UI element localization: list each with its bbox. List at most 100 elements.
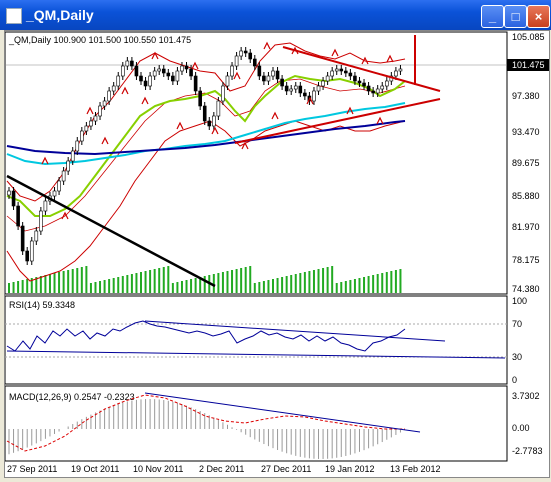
- y-tick-3: 97.380: [512, 91, 540, 101]
- volume-bar: [167, 266, 170, 293]
- volume-bar: [194, 278, 197, 293]
- volume-bar: [367, 276, 370, 293]
- volume-bar: [140, 272, 142, 293]
- candle-body: [184, 65, 189, 70]
- volume-bar: [385, 272, 388, 293]
- volume-bar: [226, 271, 229, 293]
- candle-body: [7, 190, 11, 196]
- volume-bar: [103, 280, 106, 293]
- current-price-marker: [507, 59, 549, 71]
- volume-bar: [244, 267, 247, 293]
- fractal-arrow: [191, 61, 199, 70]
- candle-body: [362, 82, 366, 87]
- rsi-line: [6, 320, 406, 352]
- chart-svg[interactable]: 105.085 97.380 93.470 89.675 85.880 81.9…: [4, 31, 549, 477]
- resistance-trendline: [282, 46, 441, 92]
- volume-bar: [144, 271, 147, 293]
- candle-body: [207, 120, 212, 127]
- candle-body: [29, 240, 34, 262]
- fractal-arrow: [386, 54, 394, 63]
- candle-body: [316, 85, 321, 92]
- volume-bar: [112, 278, 115, 293]
- macd-tick-bottom: -2.7783: [512, 446, 543, 456]
- macd-trendline: [144, 392, 421, 433]
- candle-body: [66, 160, 70, 172]
- macd-tick-top: 3.7302: [512, 391, 540, 401]
- candle-body: [384, 80, 389, 87]
- volume-bar: [35, 277, 38, 293]
- candle-body: [61, 170, 66, 182]
- fractal-arrow: [233, 71, 241, 80]
- candle-body: [120, 65, 125, 77]
- volume-bar: [158, 268, 161, 293]
- volume-bar: [394, 270, 397, 293]
- chart-area[interactable]: 105.085 97.380 93.470 89.675 85.880 81.9…: [4, 30, 550, 478]
- candle-body: [111, 85, 116, 92]
- volume-bar: [199, 277, 202, 293]
- fractal-arrow: [376, 116, 384, 125]
- candle-body: [266, 75, 271, 82]
- candle-body: [20, 225, 25, 252]
- volume-bar: [217, 273, 220, 293]
- candle-body: [52, 190, 57, 197]
- macd-tick-zero: 0.00: [512, 423, 530, 433]
- candle-body: [11, 190, 16, 207]
- y-tick-6: 85.880: [512, 191, 540, 201]
- volume-bar: [390, 271, 393, 293]
- candle-body: [284, 85, 289, 92]
- volume-bar: [262, 281, 265, 293]
- candle-body: [344, 70, 348, 74]
- candle-body: [394, 70, 398, 77]
- candle-body: [293, 85, 298, 90]
- candle-body: [243, 50, 248, 54]
- volume-bar: [381, 273, 384, 293]
- candle-body: [375, 88, 380, 94]
- candle-body: [198, 90, 202, 107]
- candle-body: [334, 68, 339, 72]
- title-bar[interactable]: _QM,Daily _ □ ×: [0, 0, 551, 30]
- volume-bar: [290, 275, 293, 293]
- candle-body: [325, 75, 330, 82]
- volume-bar: [317, 269, 320, 293]
- fractal-arrow: [346, 106, 354, 115]
- volume-bar: [272, 279, 274, 293]
- volume-bar: [221, 272, 224, 293]
- candle-body: [89, 120, 93, 127]
- volume-bar: [212, 274, 215, 293]
- candle-body: [116, 75, 121, 87]
- candle-body: [202, 105, 207, 122]
- chart-app-icon: [6, 8, 22, 24]
- candle-body: [193, 75, 198, 92]
- candle-body: [157, 68, 162, 72]
- candle-body: [398, 68, 403, 72]
- candle-body: [212, 115, 216, 127]
- volume-bar: [322, 268, 325, 293]
- close-button[interactable]: ×: [527, 5, 550, 28]
- y-tick-5: 89.675: [512, 158, 540, 168]
- y-tick-7: 81.970: [512, 222, 540, 232]
- maximize-button[interactable]: □: [504, 5, 527, 28]
- volume-bar: [21, 280, 24, 293]
- volume-bar: [108, 279, 111, 293]
- candle-body: [234, 55, 239, 67]
- volume-bar: [149, 270, 152, 293]
- rsi-trendline-lower: [6, 350, 506, 359]
- minimize-button[interactable]: _: [481, 5, 504, 28]
- candle-body: [275, 70, 280, 80]
- volume-bar: [253, 283, 256, 293]
- volume-bar: [353, 279, 356, 293]
- volume-bars: [8, 266, 402, 293]
- volume-bar: [303, 272, 306, 293]
- volume-bar: [363, 277, 366, 293]
- candle-body: [57, 180, 61, 192]
- fractal-arrow: [101, 136, 109, 145]
- candle-body: [330, 70, 334, 77]
- volume-bar: [249, 266, 252, 293]
- candle-body: [357, 80, 362, 84]
- volume-bar: [308, 271, 311, 293]
- date-label-2: 19 Oct 2011: [71, 464, 119, 474]
- candle-body: [102, 100, 107, 107]
- volume-bar: [231, 270, 234, 293]
- fractal-arrow: [176, 121, 184, 130]
